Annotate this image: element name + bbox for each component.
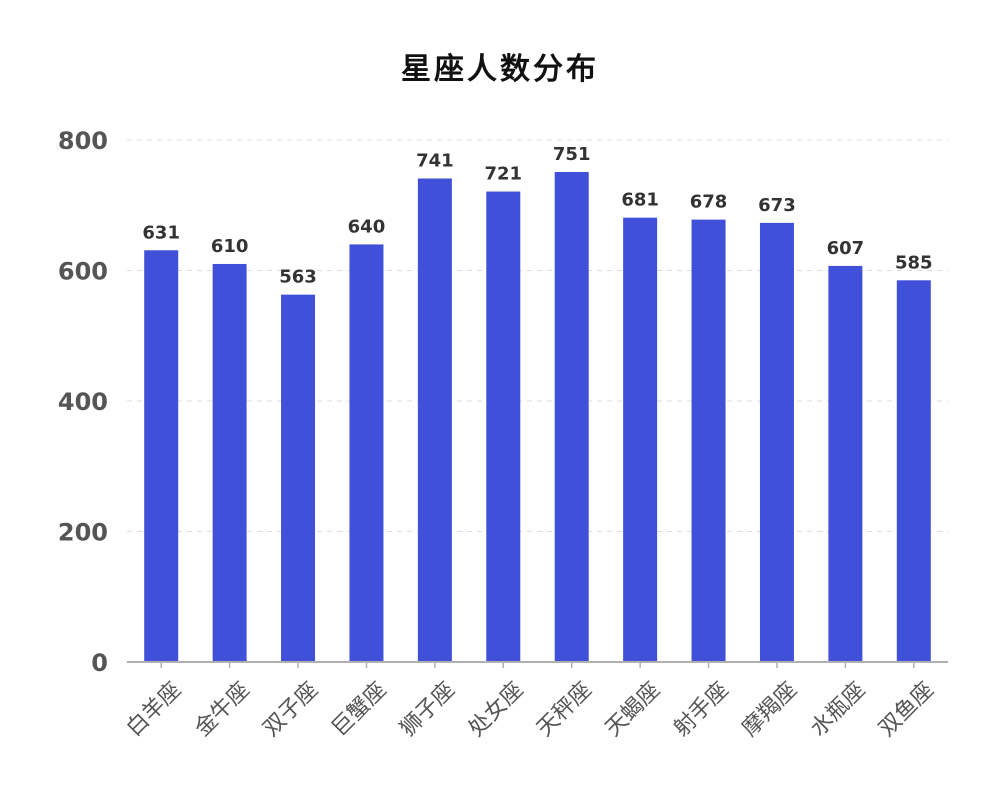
y-tick-label: 400 [58,388,108,416]
x-tick-label: 金牛座 [190,677,254,741]
bar [896,280,931,662]
y-tick-label: 800 [58,127,108,155]
data-label: 751 [553,144,591,165]
x-tick-label: 双子座 [259,677,323,741]
y-tick-label: 0 [91,649,108,677]
chart-title: 星座人数分布 [401,52,599,87]
data-label: 563 [279,267,317,288]
data-label: 673 [758,195,796,216]
bar [554,171,589,662]
data-label: 631 [142,222,180,243]
bar [759,222,794,662]
x-tick-label: 狮子座 [396,677,460,741]
y-tick-label: 200 [58,519,108,547]
bar [281,294,316,662]
bar [144,250,179,662]
axes [127,661,948,668]
bar [349,244,384,662]
data-label: 610 [211,236,249,257]
data-label: 721 [485,164,523,185]
grid-lines [127,139,948,532]
data-label: 607 [827,238,865,259]
data-label: 585 [895,252,933,273]
x-tick-label: 天蝎座 [601,677,665,741]
bars [144,171,931,663]
bar [623,217,658,662]
x-tick-label: 天秤座 [532,677,596,741]
x-tick-label: 双鱼座 [874,677,938,741]
bar [212,263,247,662]
x-tick-label: 射手座 [669,677,733,741]
y-tick-label: 600 [58,258,108,286]
x-tick-label: 水瓶座 [806,677,870,741]
x-tick-label: 白羊座 [122,677,186,741]
data-label: 741 [416,150,454,171]
bar [828,265,863,662]
x-tick-label: 处女座 [464,677,528,741]
bar [417,178,452,662]
data-label: 681 [621,190,659,211]
x-tick-label: 摩羯座 [738,677,802,741]
x-tick-label: 巨蟹座 [327,677,391,741]
bar [691,219,726,663]
bar [486,191,521,663]
data-label: 678 [690,192,728,213]
data-label: 640 [348,216,386,237]
